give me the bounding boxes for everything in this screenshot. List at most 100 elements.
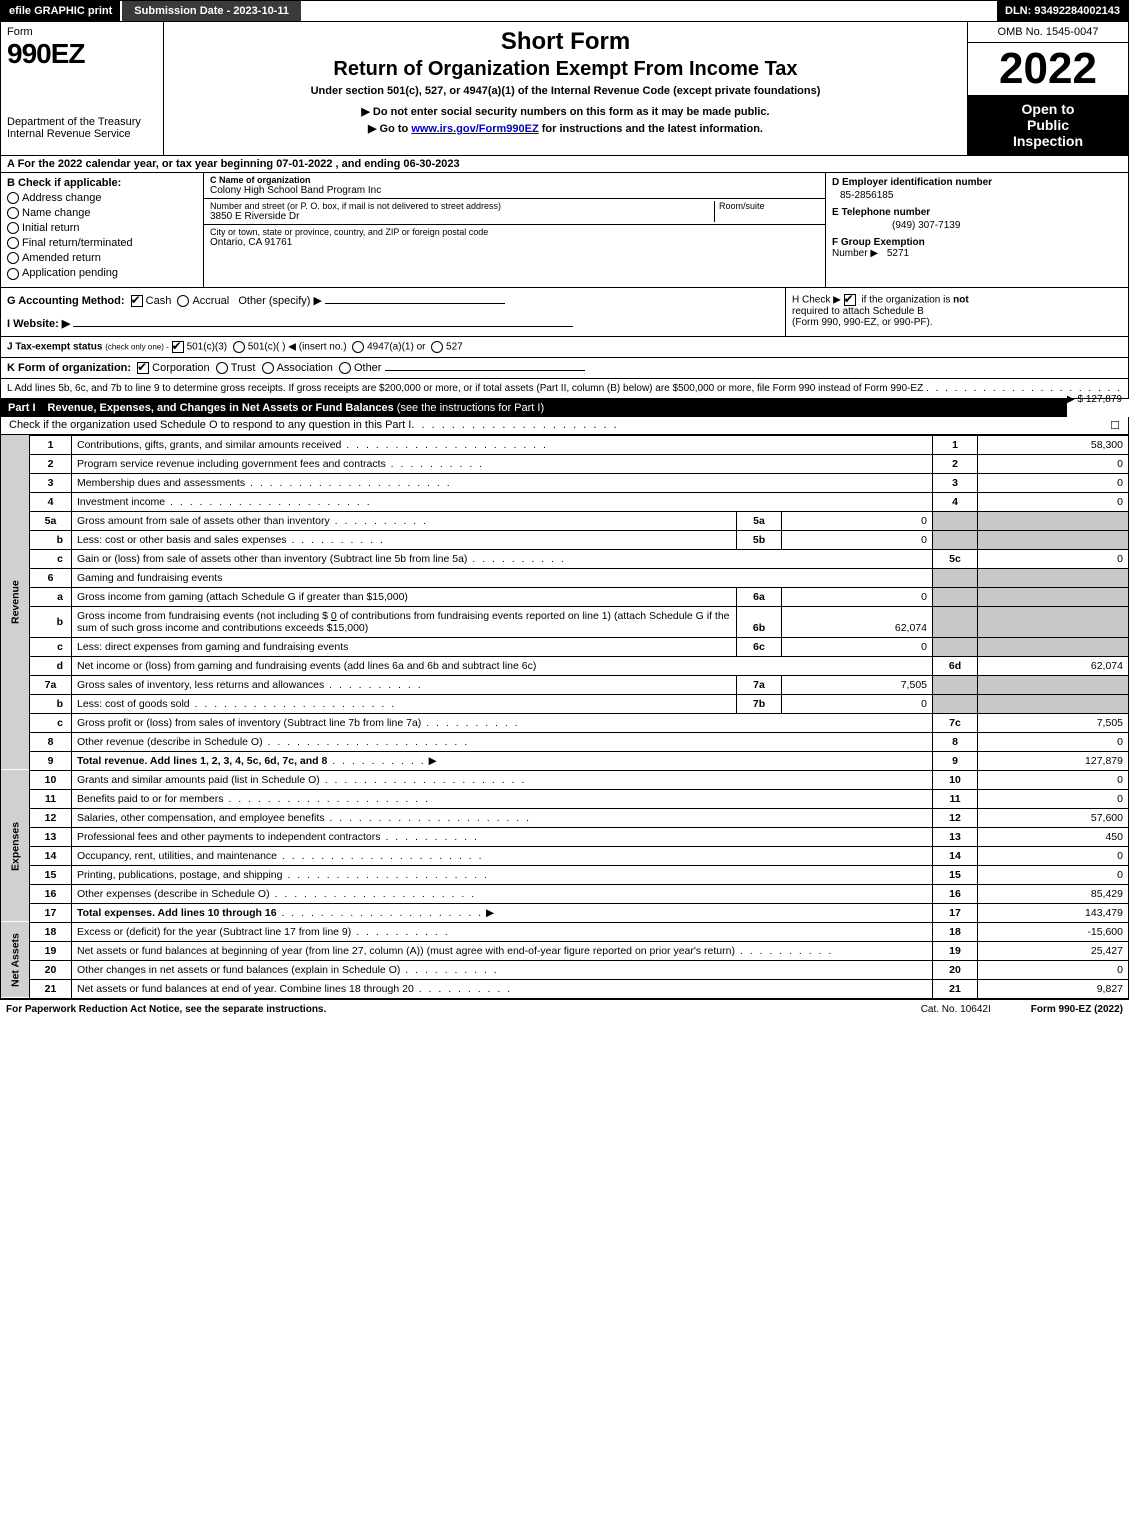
line-6a-desc: Gross income from gaming (attach Schedul… <box>72 587 737 606</box>
chk-trust[interactable] <box>216 362 228 374</box>
chk-other-org[interactable] <box>339 362 351 374</box>
line-1-desc: Contributions, gifts, grants, and simila… <box>72 435 933 454</box>
line-7a-shade2 <box>978 675 1129 694</box>
phone-label: E Telephone number <box>832 207 1122 218</box>
footer-right: Form 990-EZ (2022) <box>1031 1004 1123 1015</box>
chk-final-return[interactable]: Final return/terminated <box>7 237 197 249</box>
chk-501c3[interactable] <box>172 341 184 353</box>
page-footer: For Paperwork Reduction Act Notice, see … <box>0 999 1129 1019</box>
chk-4947[interactable] <box>352 341 364 353</box>
inspect-2: Public <box>972 117 1124 133</box>
line-5b-no: b <box>30 530 72 549</box>
identity-block: B Check if applicable: Address change Na… <box>0 173 1129 288</box>
line-6c-desc: Less: direct expenses from gaming and fu… <box>72 637 737 656</box>
part-i-check: Check if the organization used Schedule … <box>0 417 1129 435</box>
part-i-checkbox[interactable]: ☐ <box>1110 419 1120 432</box>
line-6-desc: Gaming and fundraising events <box>72 568 933 587</box>
line-7a-no: 7a <box>30 675 72 694</box>
line-20-rightno: 20 <box>933 960 978 979</box>
line-13-desc: Professional fees and other payments to … <box>72 827 933 846</box>
line-18-row: Net Assets 18 Excess or (deficit) for th… <box>1 922 1129 941</box>
k-label: K Form of organization: <box>7 362 131 374</box>
part-i-check-text: Check if the organization used Schedule … <box>9 419 411 432</box>
chk-name-change[interactable]: Name change <box>7 207 197 219</box>
line-15-desc: Printing, publications, postage, and shi… <box>72 865 933 884</box>
inspect-1: Open to <box>972 101 1124 117</box>
line-15-amount: 0 <box>978 865 1129 884</box>
line-5a-subval: 0 <box>782 511 933 530</box>
header-center: Short Form Return of Organization Exempt… <box>164 22 967 155</box>
other-org-input[interactable] <box>385 370 585 371</box>
part-i-label: Part I <box>8 402 36 414</box>
line-18-desc: Excess or (deficit) for the year (Subtra… <box>72 922 933 941</box>
dln-label: DLN: 93492284002143 <box>997 1 1128 21</box>
line-4-amount: 0 <box>978 492 1129 511</box>
line-15-no: 15 <box>30 865 72 884</box>
line-10-desc: Grants and similar amounts paid (list in… <box>72 770 933 789</box>
line-5b-shade2 <box>978 530 1129 549</box>
other-method-input[interactable] <box>325 303 505 304</box>
line-9-rightno: 9 <box>933 751 978 770</box>
line-6b-desc: Gross income from fundraising events (no… <box>72 606 737 637</box>
line-6c-shade1 <box>933 637 978 656</box>
line-8-rightno: 8 <box>933 732 978 751</box>
under-section: Under section 501(c), 527, or 4947(a)(1)… <box>170 85 961 97</box>
chk-amended-return-label: Amended return <box>22 252 101 264</box>
line-5b-desc: Less: cost or other basis and sales expe… <box>72 530 737 549</box>
city-row: City or town, state or province, country… <box>204 225 825 287</box>
line-19-desc: Net assets or fund balances at beginning… <box>72 941 933 960</box>
line-17-row: 17 Total expenses. Add lines 10 through … <box>1 903 1129 922</box>
chk-501c[interactable] <box>233 341 245 353</box>
line-6a-row: a Gross income from gaming (attach Sched… <box>1 587 1129 606</box>
line-16-desc: Other expenses (describe in Schedule O) <box>72 884 933 903</box>
goto-pre: ▶ Go to <box>368 123 411 135</box>
cash-label: Cash <box>146 295 172 307</box>
website-input[interactable] <box>73 326 573 327</box>
chk-527[interactable] <box>431 341 443 353</box>
line-7a-desc: Gross sales of inventory, less returns a… <box>72 675 737 694</box>
line-6c-subval: 0 <box>782 637 933 656</box>
line-14-row: 14 Occupancy, rent, utilities, and maint… <box>1 846 1129 865</box>
main-title: Return of Organization Exempt From Incom… <box>170 58 961 81</box>
line-2-no: 2 <box>30 454 72 473</box>
line-8-no: 8 <box>30 732 72 751</box>
line-6b-row: b Gross income from fundraising events (… <box>1 606 1129 637</box>
chk-cash[interactable] <box>131 295 143 307</box>
accounting-method-label: G Accounting Method: <box>7 295 125 307</box>
line-15-row: 15 Printing, publications, postage, and … <box>1 865 1129 884</box>
chk-initial-return[interactable]: Initial return <box>7 222 197 234</box>
website-label: I Website: ▶ <box>7 318 70 330</box>
ein-label: D Employer identification number <box>832 177 1122 188</box>
line-12-row: 12 Salaries, other compensation, and emp… <box>1 808 1129 827</box>
opt-4947: 4947(a)(1) or <box>367 341 425 352</box>
opt-other-org: Other <box>354 362 382 374</box>
irs-link[interactable]: www.irs.gov/Form990EZ <box>411 123 538 135</box>
chk-schedule-b[interactable] <box>844 294 856 306</box>
line-12-amount: 57,600 <box>978 808 1129 827</box>
submission-date: Submission Date - 2023-10-11 <box>120 1 301 21</box>
phone-value: (949) 307-7139 <box>892 220 1122 231</box>
line-3-amount: 0 <box>978 473 1129 492</box>
chk-accrual[interactable] <box>177 295 189 307</box>
ein-value: 85-2856185 <box>840 190 1122 201</box>
line-7a-shade1 <box>933 675 978 694</box>
l-dots <box>926 383 1122 394</box>
line-19-rightno: 19 <box>933 941 978 960</box>
street-label: Number and street (or P. O. box, if mail… <box>210 201 714 211</box>
chk-address-change[interactable]: Address change <box>7 192 197 204</box>
line-7b-row: b Less: cost of goods sold 7b 0 <box>1 694 1129 713</box>
sidebar-revenue: Revenue <box>1 435 30 770</box>
part-i-dots <box>411 419 618 432</box>
line-8-row: 8 Other revenue (describe in Schedule O)… <box>1 732 1129 751</box>
chk-corp[interactable] <box>137 362 149 374</box>
accrual-label: Accrual <box>192 295 229 307</box>
chk-assoc[interactable] <box>262 362 274 374</box>
short-form-title: Short Form <box>170 28 961 56</box>
line-6a-shade1 <box>933 587 978 606</box>
line-17-amount: 143,479 <box>978 903 1129 922</box>
line-1-row: Revenue 1 Contributions, gifts, grants, … <box>1 435 1129 454</box>
line-6-shade2 <box>978 568 1129 587</box>
line-12-desc: Salaries, other compensation, and employ… <box>72 808 933 827</box>
chk-application-pending[interactable]: Application pending <box>7 267 197 279</box>
chk-amended-return[interactable]: Amended return <box>7 252 197 264</box>
